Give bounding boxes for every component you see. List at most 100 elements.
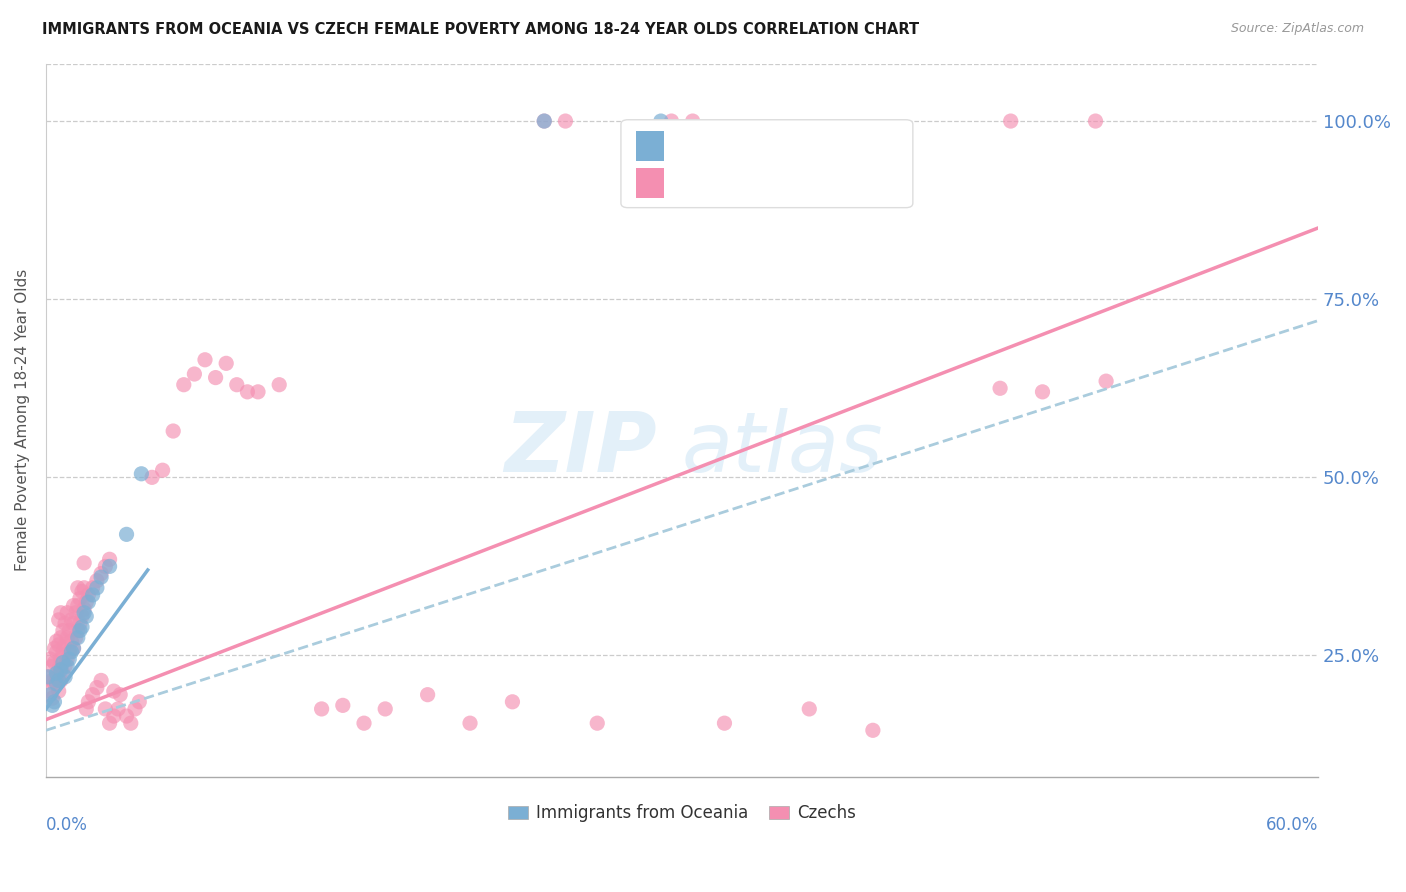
Point (65, 606, 87, 620)
Point (128, 695, 150, 709)
Point (554, 114, 576, 128)
Text: ZIP: ZIP (503, 409, 657, 490)
Point (53, 659, 76, 673)
Point (269, 377, 291, 392)
Point (53, 670, 76, 684)
Text: IMMIGRANTS FROM OCEANIA VS CZECH FEMALE POVERTY AMONG 18-24 YEAR OLDS CORRELATIO: IMMIGRANTS FROM OCEANIA VS CZECH FEMALE … (42, 22, 920, 37)
Point (533, 114, 555, 128)
Point (501, 695, 523, 709)
Point (69, 616, 91, 631)
Text: N =: N = (786, 139, 820, 153)
Point (39, 652, 62, 666)
Point (332, 698, 354, 713)
Point (107, 702, 129, 716)
Point (713, 716, 735, 731)
Point (90, 566, 112, 581)
Point (73, 602, 96, 616)
Point (204, 370, 226, 384)
Point (86, 681, 108, 695)
Point (56, 652, 79, 666)
Point (44, 695, 66, 709)
Point (66, 599, 89, 613)
Point (62, 641, 84, 656)
Point (70, 609, 93, 624)
Point (586, 716, 609, 731)
Point (225, 377, 247, 392)
Point (236, 384, 259, 399)
Point (39, 688, 62, 702)
Text: 0.577: 0.577 (717, 139, 765, 153)
Point (60, 634, 83, 648)
Point (120, 716, 142, 731)
Text: R =: R = (672, 176, 710, 191)
Point (1031, 384, 1053, 399)
Point (56, 631, 79, 645)
Point (49, 631, 72, 645)
Text: N =: N = (786, 176, 820, 191)
Point (45, 670, 67, 684)
Point (533, 114, 555, 128)
Point (52, 666, 75, 681)
Point (82, 581, 104, 595)
Text: 0.0%: 0.0% (46, 816, 87, 834)
Point (60, 645, 83, 659)
Point (41, 673, 63, 688)
Point (53, 616, 76, 631)
Point (162, 424, 184, 438)
Point (52, 624, 75, 638)
Point (66, 581, 89, 595)
Point (62, 599, 84, 613)
Point (41, 698, 63, 713)
Point (75, 702, 97, 716)
Point (215, 356, 238, 370)
Point (98, 716, 121, 731)
Point (115, 709, 138, 723)
Text: 60.0%: 60.0% (1265, 816, 1319, 834)
Point (246, 384, 269, 399)
Point (103, 709, 125, 723)
Text: 26: 26 (834, 139, 855, 153)
Point (82, 588, 104, 602)
Point (45, 677, 67, 691)
Point (98, 552, 121, 566)
Point (353, 716, 375, 731)
Point (44, 656, 66, 670)
Point (73, 606, 96, 620)
Point (77, 595, 100, 609)
Point (49, 606, 72, 620)
Text: Source: ZipAtlas.com: Source: ZipAtlas.com (1230, 22, 1364, 36)
Text: 0.511: 0.511 (723, 176, 770, 191)
Point (682, 114, 704, 128)
Point (799, 702, 821, 716)
Point (124, 702, 146, 716)
Point (94, 559, 117, 574)
Point (374, 702, 396, 716)
Point (661, 114, 683, 128)
Point (48, 663, 70, 677)
Point (60, 613, 83, 627)
Point (39, 684, 62, 698)
Point (94, 702, 117, 716)
Point (194, 352, 217, 367)
Point (58, 624, 80, 638)
Point (1084, 114, 1107, 128)
Point (65, 631, 87, 645)
Legend: Immigrants from Oceania, Czechs: Immigrants from Oceania, Czechs (502, 797, 863, 829)
Point (988, 381, 1011, 395)
Point (77, 695, 100, 709)
Point (53, 638, 76, 652)
Point (70, 584, 93, 599)
Point (49, 663, 72, 677)
Point (77, 588, 100, 602)
Point (41, 659, 63, 673)
Point (115, 527, 138, 541)
Point (1095, 374, 1118, 388)
Text: R =: R = (672, 139, 706, 153)
Point (90, 570, 112, 584)
Point (48, 673, 70, 688)
Point (458, 716, 481, 731)
Point (416, 688, 439, 702)
Point (1000, 114, 1022, 128)
Point (56, 659, 79, 673)
Point (108, 688, 131, 702)
